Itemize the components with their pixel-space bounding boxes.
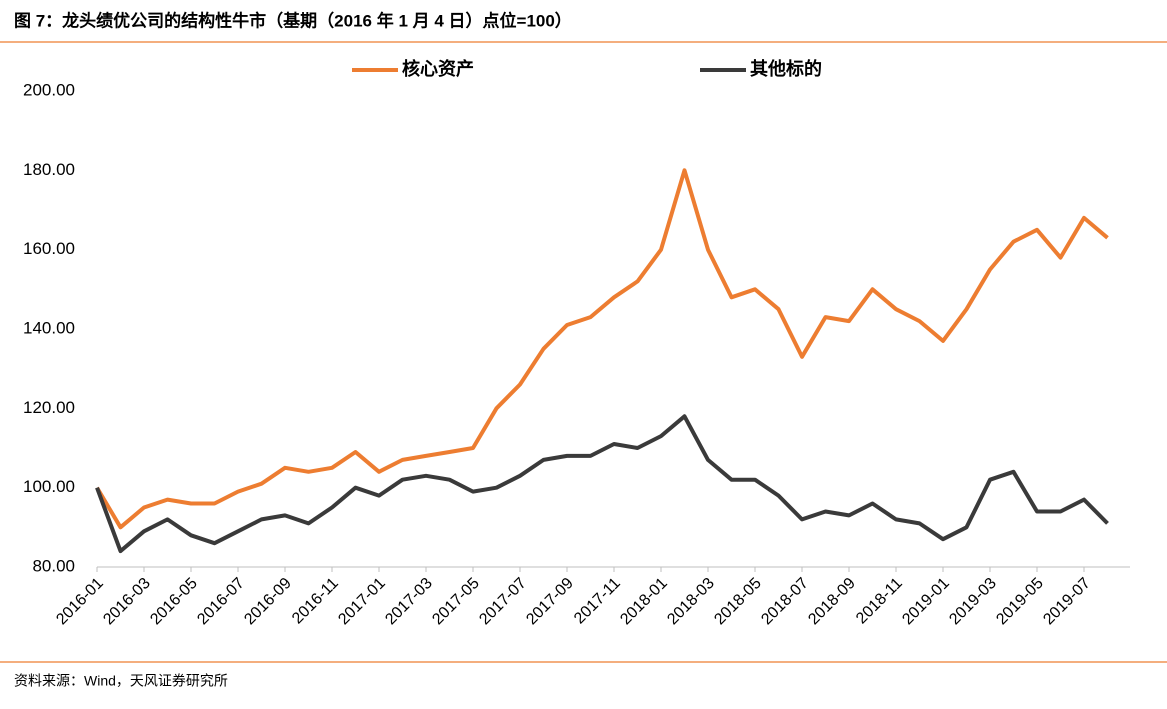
y-tick-label: 160.00: [23, 239, 75, 258]
x-tick-label: 2019-05: [993, 575, 1047, 629]
x-tick-label: 2018-03: [664, 575, 718, 629]
x-tick-label: 2016-01: [53, 575, 107, 629]
x-tick-label: 2017-09: [523, 575, 577, 629]
x-tick-label: 2019-03: [946, 575, 1000, 629]
x-tick-label: 2017-05: [429, 575, 483, 629]
x-tick-label: 2016-09: [241, 575, 295, 629]
x-tick-label: 2019-07: [1040, 575, 1094, 629]
x-tick-label: 2017-03: [382, 575, 436, 629]
x-tick-label: 2019-01: [899, 575, 953, 629]
source-note: 资料来源：Wind，天风证券研究所: [14, 673, 228, 689]
y-tick-label: 180.00: [23, 160, 75, 179]
x-tick-label: 2017-01: [335, 575, 389, 629]
x-tick-label: 2018-09: [805, 575, 859, 629]
legend-label: 核心资产: [402, 58, 474, 79]
y-tick-label: 80.00: [32, 556, 75, 575]
y-tick-label: 140.00: [23, 318, 75, 337]
chart-title: 图 7：龙头绩优公司的结构性牛市（基期（2016 年 1 月 4 日）点位=10…: [14, 10, 572, 30]
x-tick-label: 2018-11: [853, 575, 906, 628]
x-tick-label: 2016-03: [100, 575, 154, 629]
y-tick-label: 120.00: [23, 398, 75, 417]
x-tick-label: 2016-07: [194, 575, 248, 629]
x-tick-label: 2017-07: [476, 575, 530, 629]
x-tick-label: 2016-11: [289, 575, 342, 628]
series-line: [95, 168, 1109, 530]
x-tick-label: 2018-01: [617, 575, 671, 629]
x-tick-label: 2016-05: [147, 575, 201, 629]
x-tick-label: 2018-07: [758, 575, 812, 629]
legend-label: 其他标的: [750, 58, 822, 79]
series-line: [95, 414, 1109, 554]
x-tick-label: 2017-11: [571, 575, 624, 628]
x-tick-label: 2018-05: [711, 575, 765, 629]
y-tick-label: 100.00: [23, 477, 75, 496]
y-tick-label: 200.00: [23, 80, 75, 99]
